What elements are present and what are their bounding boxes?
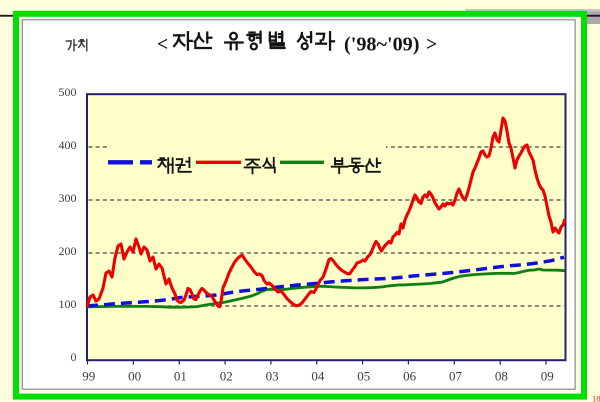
svg-text:<: <: [157, 34, 168, 55]
svg-text:03: 03: [266, 369, 279, 384]
svg-text:07: 07: [449, 369, 463, 384]
svg-text:06: 06: [403, 369, 417, 384]
svg-text:400: 400: [59, 138, 77, 152]
svg-text:18: 18: [592, 393, 600, 402]
svg-text:('98~'09): ('98~'09): [344, 34, 420, 55]
svg-text:>: >: [426, 34, 437, 55]
svg-text:0: 0: [71, 350, 77, 364]
svg-text:00: 00: [128, 369, 141, 384]
svg-text:08: 08: [495, 369, 508, 384]
svg-text:04: 04: [311, 369, 325, 384]
svg-text:100: 100: [59, 297, 77, 311]
svg-text:300: 300: [59, 191, 77, 205]
svg-text:05: 05: [357, 369, 370, 384]
svg-text:99: 99: [82, 369, 95, 384]
svg-text:01: 01: [174, 369, 187, 384]
svg-text:200: 200: [59, 244, 77, 258]
svg-text:02: 02: [220, 369, 233, 384]
svg-text:09: 09: [541, 369, 554, 384]
svg-text:500: 500: [59, 85, 77, 99]
